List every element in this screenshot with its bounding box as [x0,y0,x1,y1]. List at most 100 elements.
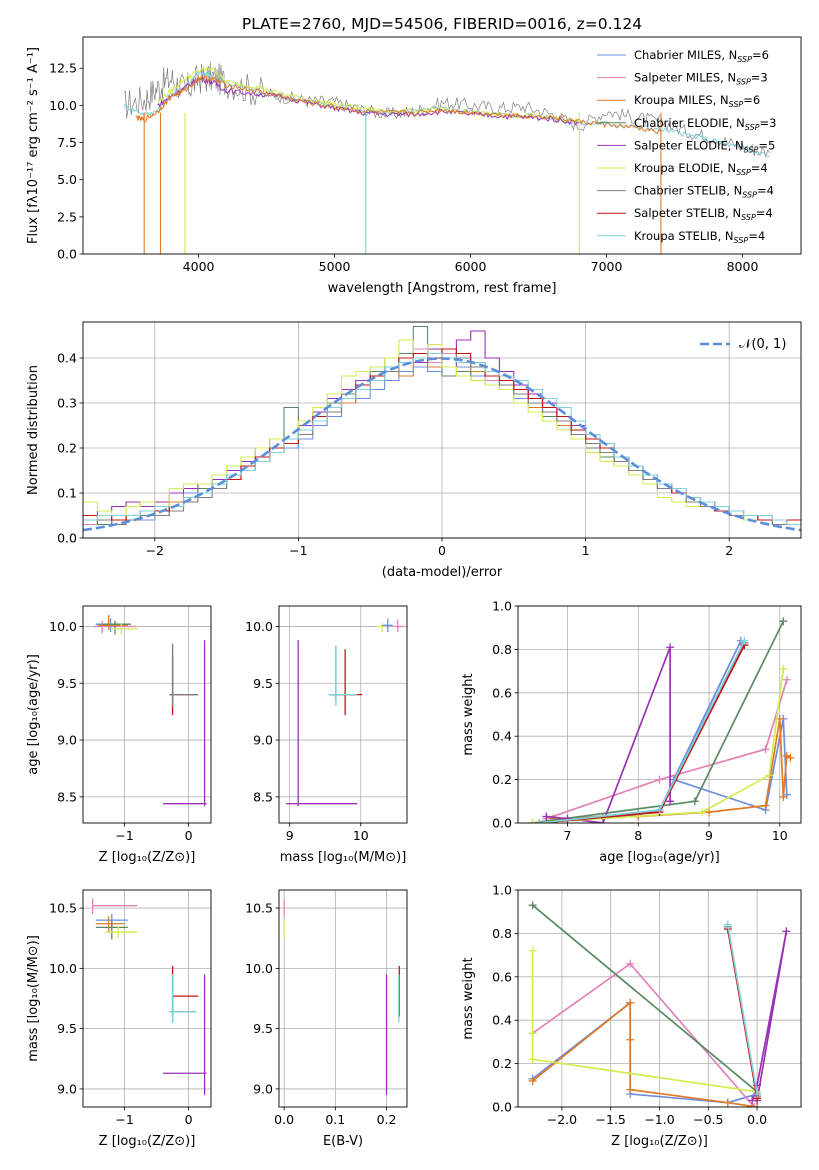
x-tick-label: 0.1 [325,1112,345,1127]
y-axis-label: Normed distribution [26,365,41,495]
plot-area [123,61,770,254]
x-tick-label: 5000 [319,259,351,274]
weight-series-line [751,930,788,1101]
plot-area [286,618,404,806]
y-tick-label: 0.6 [492,685,512,700]
weight-point-marker [626,1085,635,1094]
plot-area [91,898,207,1095]
weight-series-line [532,962,755,1107]
legend-label: Chabrier MILES, NSSP=6 [634,48,769,64]
y-axis-label: mass [log₁₀(M/M⊙)] [26,935,41,1062]
grid [83,606,211,823]
y-axis-label: Flux [fλ10⁻¹⁷ erg cm⁻² s⁻¹ A⁻¹] [26,47,41,244]
x-tick-label: −0.5 [693,1112,723,1127]
legend-label: Kroupa ELODIE, NSSP=4 [634,161,768,177]
weight-point-marker [761,801,770,810]
axes-frame [278,889,408,1108]
grid [518,605,801,824]
weight-point-marker [655,775,664,784]
x-tick-label: −1 [289,543,307,558]
legend-label: Chabrier STELIB, NSSP=4 [634,184,774,200]
weight-point-marker [528,1055,537,1064]
y-axis-label: mass weight [461,957,476,1039]
y-tick-label: 0.0 [492,1100,512,1115]
y-tick-label: 9.0 [253,1081,273,1096]
legend-label: Salpeter STELIB, NSSP=4 [634,206,773,222]
chart-title: PLATE=2760, MJD=54506, FIBERID=0016, z=0… [242,15,642,33]
axes-frame [82,321,802,539]
y-tick-label: 10.0 [49,961,77,976]
x-tick-label: −1.0 [644,1112,674,1127]
y-tick-label: 0.8 [492,926,512,941]
chart-legend: Chabrier MILES, NSSP=6 Salpeter MILES, NS… [597,48,776,245]
y-tick-label: 12.5 [49,61,77,76]
x-axis-label: (data-model)/error [382,565,503,580]
spectrum-series-line [157,65,580,124]
y-tick-label: 8.5 [253,789,273,804]
weight-point-marker [697,808,706,817]
x-tick-label: 8000 [727,259,759,274]
y-tick-label: 0.2 [57,441,77,456]
weight-series-line [532,1001,758,1107]
spectrum-chart: 4000 5000 6000 7000 8000 0.0 2.5 5.0 7.5 10.0 12.5… [26,15,802,296]
x-tick-label: −1.5 [596,1112,626,1127]
weight-point-marker [740,636,749,645]
x-tick-label: 0 [185,828,193,843]
y-tick-label: 0.4 [492,1013,512,1028]
x-tick-label: −1 [115,828,133,843]
weight-point-marker [723,1098,732,1107]
x-tick-label: 6000 [455,259,487,274]
y-axis-label: age [log₁₀(age/yr)] [26,654,41,775]
y-tick-label: 9.5 [253,1021,273,1036]
grid [83,890,211,1107]
weight-point-marker [535,819,544,823]
y-tick-label: 0.1 [57,486,77,501]
x-tick-label: 0.0 [274,1112,294,1127]
plot-area [528,617,795,823]
legend-label: Kroupa STELIB, NSSP=4 [634,229,765,245]
weight-point-marker [753,1089,762,1098]
weight-point-marker [528,901,537,910]
x-axis-label: Z [log₁₀(Z/Z⊙)] [611,1134,708,1149]
plot-area [93,615,207,806]
weight-point-marker [779,617,788,626]
weight-point-marker [598,819,607,823]
x-tick-label: 0 [185,1112,193,1127]
plot-area [83,325,801,532]
weight-point-marker [761,745,770,754]
weight-point-marker [705,808,714,817]
x-tick-label: 2 [725,543,733,558]
y-tick-label: 0.4 [57,351,77,366]
x-tick-label: 9 [705,828,713,843]
y-tick-label: 0.8 [492,642,512,657]
y-tick-label: 10.5 [49,901,77,916]
x-tick-label: 7000 [591,259,623,274]
weight-series-line [539,640,746,823]
ebv-vs-mass-chart: 0.0 0.1 0.2 9.0 9.5 10.0 10.5 E(B-V) [245,889,408,1149]
chart-legend: 𝒩(0, 1) [700,337,786,352]
weight-series-line [546,646,671,823]
normal-curve [83,357,801,532]
spectrum-series-line [135,75,662,135]
y-tick-label: 10.5 [245,901,273,916]
weight-point-marker [626,959,635,968]
y-tick-label: 0.4 [492,729,512,744]
weight-point-marker [626,1035,635,1044]
grid [279,606,407,823]
x-tick-label: 8 [634,828,642,843]
weight-series-line [532,668,785,823]
x-tick-label: 1 [582,543,590,558]
y-tick-label: 10.0 [245,619,273,634]
weight-series-line [531,620,785,823]
weight-point-marker [779,664,788,673]
legend-label: Salpeter ELODIE, NSSP=5 [634,138,775,154]
weight-point-marker [748,1096,757,1105]
x-tick-label: −1 [115,1112,133,1127]
legend-label: Chabrier ELODIE, NSSP=3 [634,116,776,132]
y-tick-label: 1.0 [492,883,512,898]
y-tick-label: 10.0 [49,98,77,113]
x-axis-label: Z [log₁₀(Z/Z⊙)] [99,1134,196,1149]
weight-point-marker [666,797,675,806]
weight-point-marker [690,797,699,806]
y-tick-label: 9.5 [57,1021,77,1036]
